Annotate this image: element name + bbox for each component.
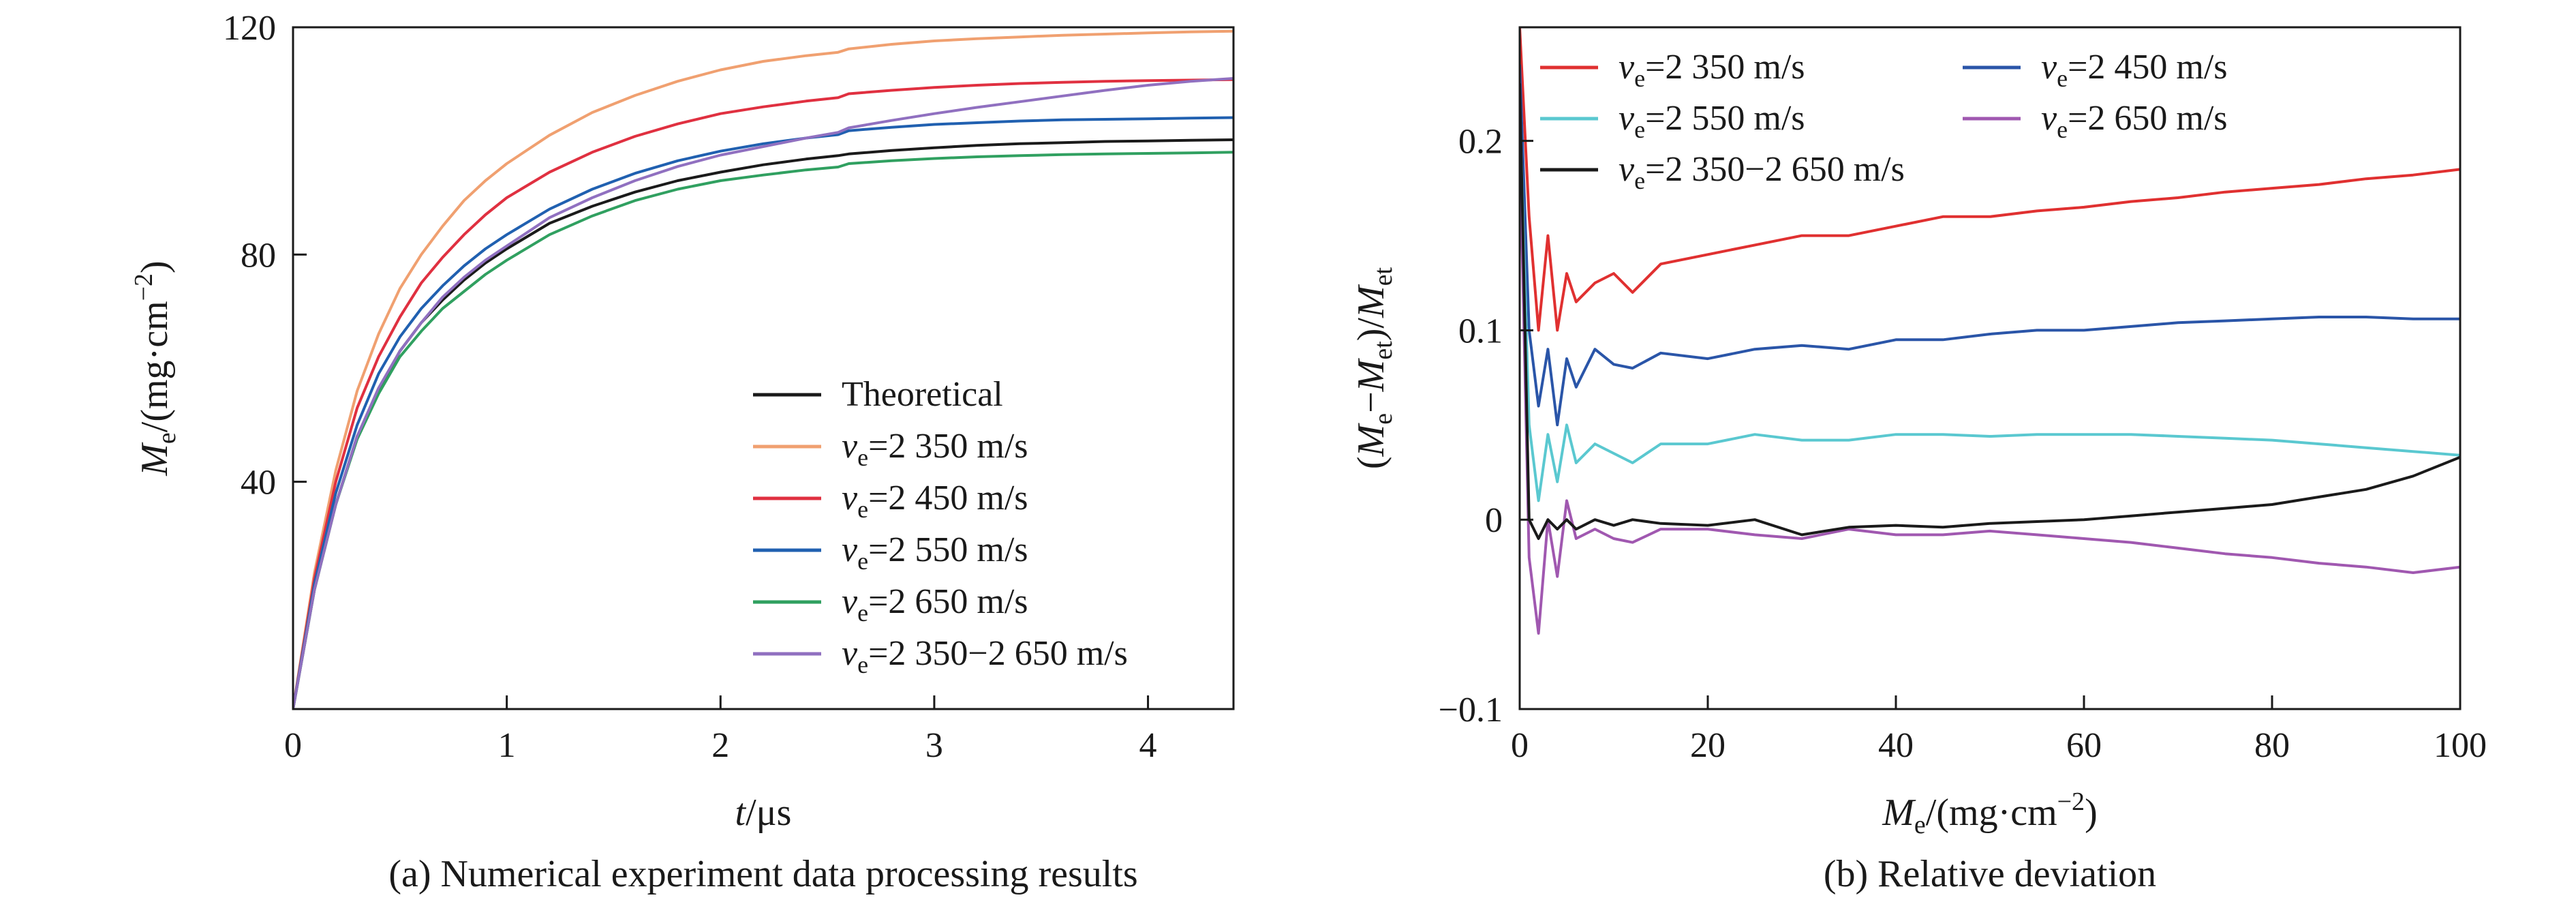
panel-1-y-tick-label: 80 <box>241 236 276 275</box>
panel-2-legend-item-1-label: ve=2 350 m/s <box>1619 48 1805 92</box>
panel-1-legend-item-2-label: ve=2 350 m/s <box>842 427 1028 471</box>
panel-2-series-line-3 <box>1520 102 2460 502</box>
panel-2-x-tick-label: 0 <box>1511 726 1529 765</box>
panel-b-chart: 0 20 40 60 80 100−0.100.10.2(b) Relative devi… <box>1350 26 2487 895</box>
panel-2-series-line-4 <box>1520 139 2460 635</box>
panel-2-x-axis-label: Me/(mg·cm−2) <box>1882 787 2097 839</box>
panel-1-legend-item-3-label: ve=2 450 m/s <box>842 479 1028 523</box>
panel-1-series-line-5 <box>293 151 1233 709</box>
panel-1-x-tick-label: 4 <box>1139 726 1157 765</box>
panel-1-x-tick-label: 1 <box>498 726 516 765</box>
panel-2-legend-item-2-label: ve=2 450 m/s <box>2041 48 2228 92</box>
panel-2-x-tick-label: 80 <box>2254 726 2290 765</box>
panel-2-x-tick-label: 60 <box>2066 726 2102 765</box>
panel-1-x-tick-label: 3 <box>925 726 943 765</box>
panel-a-chart: 0 1 2 3 4 40 80 120 (a) Numerical experiment dat… <box>129 9 1235 895</box>
panel-2-y-tick-label: 0.1 <box>1458 312 1503 350</box>
panel-1-title: (a) Numerical experiment data processing… <box>388 853 1137 895</box>
panel-1-legend-item-1-label: Theoretical <box>842 375 1003 414</box>
panel-1-y-tick-label: 120 <box>223 9 276 48</box>
panel-2-series-line-5 <box>1520 82 2460 540</box>
panel-1-axes-frame <box>292 26 1235 710</box>
panel-1-series-line-1 <box>293 138 1233 709</box>
panel-1-x-axis-label: t/μs <box>735 792 792 834</box>
panel-1-legend-item-5-label: ve=2 650 m/s <box>842 582 1028 627</box>
panel-1-legend-item-4-label: ve=2 550 m/s <box>842 530 1028 575</box>
panel-1-legend-item-6-label: ve=2 350−2 650 m/s <box>842 634 1128 678</box>
panel-2-axes-frame <box>1518 26 2462 710</box>
panel-2-legend-item-3-label: ve=2 550 m/s <box>1619 99 1805 143</box>
panel-2-x-tick-label: 40 <box>1878 726 1914 765</box>
panel-2-series-line-2 <box>1520 63 2460 427</box>
panel-1-series-line-4 <box>293 116 1233 709</box>
panel-1-x-tick-label: 0 <box>284 726 302 765</box>
panel-1-x-tick-label: 2 <box>711 726 729 765</box>
panel-2-y-tick-label: 0 <box>1485 501 1503 540</box>
panel-2-y-tick-label: −0.1 <box>1439 691 1503 730</box>
panel-2-legend-item-4-label: ve=2 650 m/s <box>2041 99 2228 143</box>
panel-1-y-tick-label: 40 <box>241 464 276 502</box>
panel-2-x-tick-label: 20 <box>1690 726 1726 765</box>
panel-2-legend-item-5-label: ve=2 350−2 650 m/s <box>1619 150 1905 194</box>
panel-2-title: (b) Relative deviation <box>1824 853 2156 895</box>
panel-2-x-tick-label: 100 <box>2434 726 2487 765</box>
panel-1-series-line-6 <box>293 77 1233 709</box>
panel-2-y-tick-label: 0.2 <box>1458 123 1503 162</box>
panel-1-series-line-2 <box>293 29 1233 709</box>
panel-2-series-line-1 <box>1520 27 2460 332</box>
panel-1-series-line-3 <box>293 78 1233 709</box>
panel-1-y-axis-label: Me/(mg·cm−2) <box>129 260 181 476</box>
panel-2-y-axis-label: (Me−Met)/Met <box>1350 267 1398 469</box>
